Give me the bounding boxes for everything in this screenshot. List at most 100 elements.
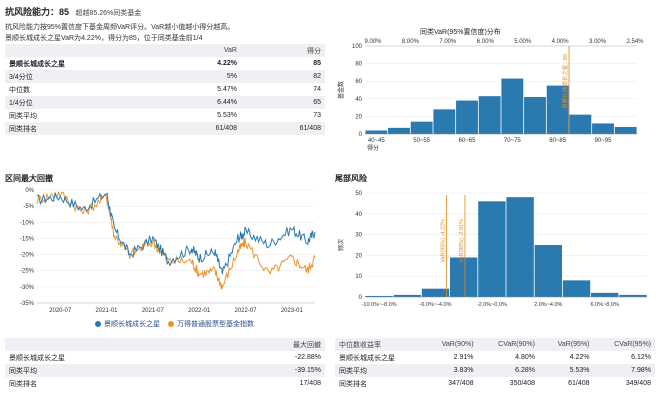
bar	[393, 294, 421, 297]
x-tick-label: 2.0%~4.0%	[534, 302, 562, 308]
row-score: 65	[241, 96, 325, 109]
legend-index-label: 万得普通股票型基金指数	[177, 321, 254, 328]
y-tick-label: 50	[355, 191, 362, 197]
table-row: 同类平均 3.83% 6.28% 5.53% 7.98%	[335, 364, 655, 377]
var-table-header: VaR 得分	[5, 44, 325, 57]
score-subtitle: 超越85.26%同类基金	[75, 10, 142, 17]
bar	[410, 121, 433, 134]
row-cell: 3.83%	[423, 364, 478, 377]
row-var: 5%	[163, 70, 241, 83]
score-title: 抗风险能力：85	[5, 7, 70, 17]
top-tick-label: 2.54%	[626, 39, 644, 45]
y-tick-label: 30	[355, 233, 362, 239]
row-cell: 6.28%	[477, 364, 539, 377]
y-tick-label: 100	[352, 44, 363, 50]
x-tick-label: 2023-01	[281, 308, 304, 314]
row-var: 5.47%	[217, 86, 237, 93]
legend-fund-label: 景顺长城成长之星	[104, 321, 160, 328]
top-tick-label: 5.00%	[514, 39, 532, 45]
score-description-2: 景顺长城成长之星VaR为4.22%，得分为85，位于同类基金前1/4	[5, 35, 203, 42]
row-label: 同类排名	[9, 380, 37, 388]
y-tick-label: -20%	[20, 253, 35, 259]
bar	[501, 78, 524, 134]
legend-fund-icon	[95, 321, 101, 327]
y-tick-label: 20	[355, 114, 362, 120]
bar	[592, 123, 614, 134]
row-value: -22.88%	[294, 354, 321, 361]
bar	[478, 96, 501, 134]
y-tick-label: -30%	[20, 285, 35, 291]
row-score: 74	[313, 86, 321, 93]
table-row: 3/4分位 5% 82	[5, 70, 325, 83]
bar	[478, 201, 506, 297]
row-cell: 7.98%	[593, 364, 655, 377]
bar	[456, 100, 478, 134]
top-tick-label: 7.00%	[439, 39, 457, 45]
x-tick-label: -6.0%~-4.0%	[420, 302, 452, 308]
y-tick-label: -5%	[23, 204, 34, 210]
bar	[506, 197, 534, 297]
y-tick-label: -25%	[20, 269, 35, 275]
var-table-header-label	[5, 44, 163, 57]
fund-series-line	[36, 192, 316, 275]
bar	[619, 294, 647, 297]
row-value: 17/408	[299, 380, 321, 387]
row-score: 61/408	[241, 122, 325, 135]
table-row: 同类排名 61/408 61/408	[5, 122, 325, 135]
row-label: 景顺长城成长之星	[9, 60, 65, 68]
var-table-header-var: VaR	[163, 44, 241, 57]
x-tick-label: 70~75	[504, 138, 522, 144]
y-tick-label: 40	[355, 212, 362, 218]
drawdown-header-empty	[5, 338, 213, 351]
bar	[614, 126, 637, 134]
x-tick-label: 2022-07	[234, 308, 257, 314]
y-axis-label: 基金数	[337, 81, 345, 99]
bar	[534, 245, 562, 297]
table-row: 同类平均 5.53% 73	[5, 109, 325, 122]
x-axis-label: 得分	[367, 144, 379, 152]
row-cell: 349/408	[625, 380, 651, 387]
tail-header-4: CVaR(95%)	[593, 338, 655, 351]
var-marker-label: VaR(95%) -4.22%	[440, 219, 446, 263]
var-dist-title: 同类VaR(95%置信度)分布	[420, 29, 501, 36]
row-label: 同类排名	[5, 122, 163, 135]
y-tick-label: 10	[355, 274, 362, 280]
tail-header-0: 中位数收益率	[335, 338, 423, 351]
x-tick-label: 2022-01	[188, 308, 211, 314]
tail-risk-title: 尾部风险	[335, 174, 367, 183]
bar	[365, 130, 388, 134]
bar	[591, 292, 619, 297]
row-score: 82	[241, 70, 325, 83]
x-tick-label: 40~45	[368, 138, 386, 144]
y-tick-label: 0%	[25, 188, 34, 194]
bar	[546, 85, 569, 134]
y-tick-label: 0	[359, 295, 363, 301]
tail-header-1: VaR(90%)	[423, 338, 478, 351]
y-tick-label: 20	[355, 253, 362, 259]
table-row: 同类排名 17/408	[5, 377, 325, 390]
tail-header-2: CVaR(90%)	[477, 338, 539, 351]
row-cell: 4.22%	[569, 354, 590, 361]
row-label: 1/4分位	[5, 96, 163, 109]
row-label: 同类平均	[335, 364, 423, 377]
row-label: 同类排名	[339, 380, 367, 388]
drawdown-title: 区间最大回撤	[5, 174, 53, 183]
bar	[524, 97, 546, 134]
row-cell: 6.12%	[631, 354, 651, 361]
x-tick-label: 2021-01	[95, 308, 118, 314]
x-tick-label: -10.0%~-8.0%	[362, 302, 397, 308]
table-row: 景顺长城成长之星 4.22% 85	[5, 57, 325, 70]
top-tick-label: 8.00%	[402, 39, 420, 45]
row-score: 85	[313, 60, 321, 67]
drawdown-table-header: 最大回撤	[5, 338, 325, 351]
row-value: -39.15%	[213, 364, 325, 377]
top-tick-label: 4.00%	[552, 39, 570, 45]
x-tick-label: 6.0%~8.0%	[591, 302, 619, 308]
top-tick-label: 3.00%	[589, 39, 607, 45]
row-score: 73	[313, 112, 321, 119]
table-row: 中位数 5.47% 74	[5, 83, 325, 96]
y-tick-label: -15%	[20, 236, 35, 242]
var-marker-label: VaR(90%) -2.91%	[459, 219, 465, 263]
x-tick-label: -2.0%~0.0%	[477, 302, 507, 308]
row-cell: 2.91%	[453, 354, 474, 361]
